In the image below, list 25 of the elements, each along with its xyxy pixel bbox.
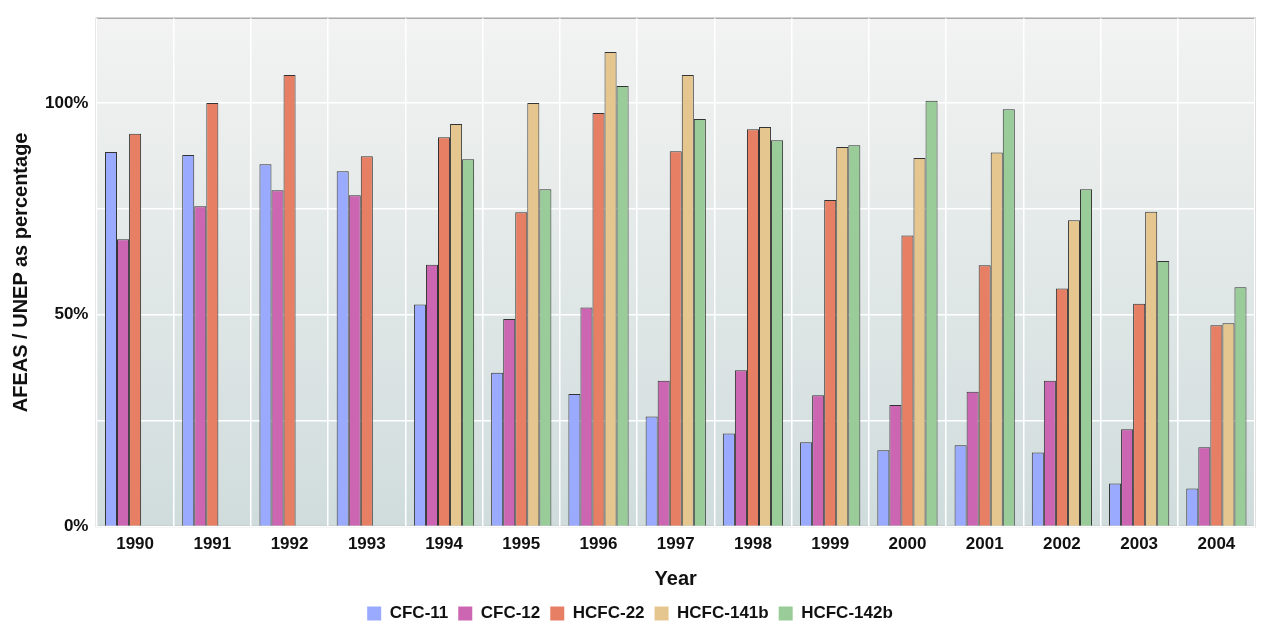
x-tick-label: 1998	[734, 534, 772, 554]
y-axis-title: AFEAS / UNEP as percentage	[8, 132, 31, 413]
legend-label: HCFC-141b	[677, 603, 769, 623]
y-tick-label: 0%	[63, 516, 89, 536]
x-tick-label: 1994	[425, 534, 464, 554]
x-tick-label: 2003	[1120, 534, 1159, 554]
x-tick-label: 1993	[347, 534, 386, 554]
x-tick-label: 2001	[965, 534, 1004, 554]
x-tick-label: 1991	[193, 534, 232, 554]
x-axis-title: Year	[654, 566, 698, 589]
x-tick-label: 2004	[1197, 534, 1236, 554]
x-tick-label: 1997	[656, 534, 695, 554]
x-tick-label: 1990	[116, 534, 155, 554]
x-tick-label: 1999	[811, 534, 850, 554]
x-tick-label: 1992	[270, 534, 309, 554]
legend-label: HCFC-22	[572, 603, 645, 623]
x-tick-label: 2000	[888, 534, 927, 554]
x-tick-label: 1996	[579, 534, 618, 554]
legend-label: HCFC-142b	[801, 603, 893, 623]
legend-label: CFC-12	[480, 603, 541, 623]
y-tick-label: 100%	[45, 92, 89, 112]
y-tick-label: 50%	[54, 304, 89, 324]
x-tick-label: 2002	[1043, 534, 1081, 554]
legend-label: CFC-11	[389, 603, 449, 623]
x-tick-label: 1995	[502, 534, 541, 554]
